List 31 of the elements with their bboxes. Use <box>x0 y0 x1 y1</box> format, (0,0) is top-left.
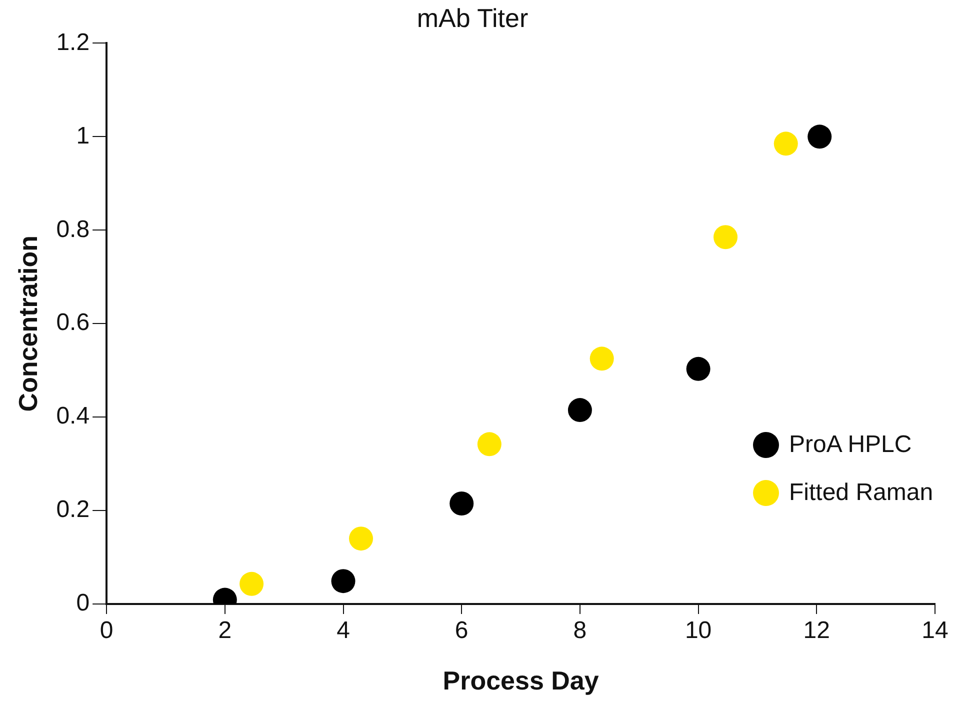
x-tick-label: 4 <box>336 617 350 644</box>
point <box>714 225 738 250</box>
y-tick-label: 1 <box>76 122 90 150</box>
x-tick-label: 2 <box>218 617 232 644</box>
x-axis-title: Process Day <box>442 666 600 696</box>
point <box>331 569 356 594</box>
x-tick-label: 6 <box>454 617 468 644</box>
chart-title: mAb Titer <box>416 2 528 33</box>
x-tick-label: 0 <box>100 617 114 644</box>
point <box>240 572 264 596</box>
legend-label: ProA HPLC <box>789 431 912 460</box>
point <box>349 526 374 551</box>
y-axis-title: Concentration <box>12 235 43 412</box>
point <box>808 124 832 149</box>
y-tick-label: 0.4 <box>56 402 90 430</box>
point <box>774 132 798 156</box>
x-tick-label: 14 <box>922 617 948 644</box>
legend-label: Fitted Raman <box>789 479 934 508</box>
point <box>477 432 502 456</box>
y-tick-label: 0.6 <box>56 309 90 336</box>
x-tick-label: 10 <box>684 617 712 644</box>
point <box>568 398 592 422</box>
point <box>686 356 710 381</box>
point <box>590 346 614 371</box>
y-tick-label: 0.2 <box>56 496 90 524</box>
x-tick-label: 8 <box>573 617 587 644</box>
point <box>450 492 474 516</box>
y-tick-label: 1.2 <box>56 28 90 56</box>
y-tick-label: 0.8 <box>56 216 90 243</box>
x-tick-label: 12 <box>803 617 830 644</box>
y-tick-label: 0 <box>76 590 90 617</box>
